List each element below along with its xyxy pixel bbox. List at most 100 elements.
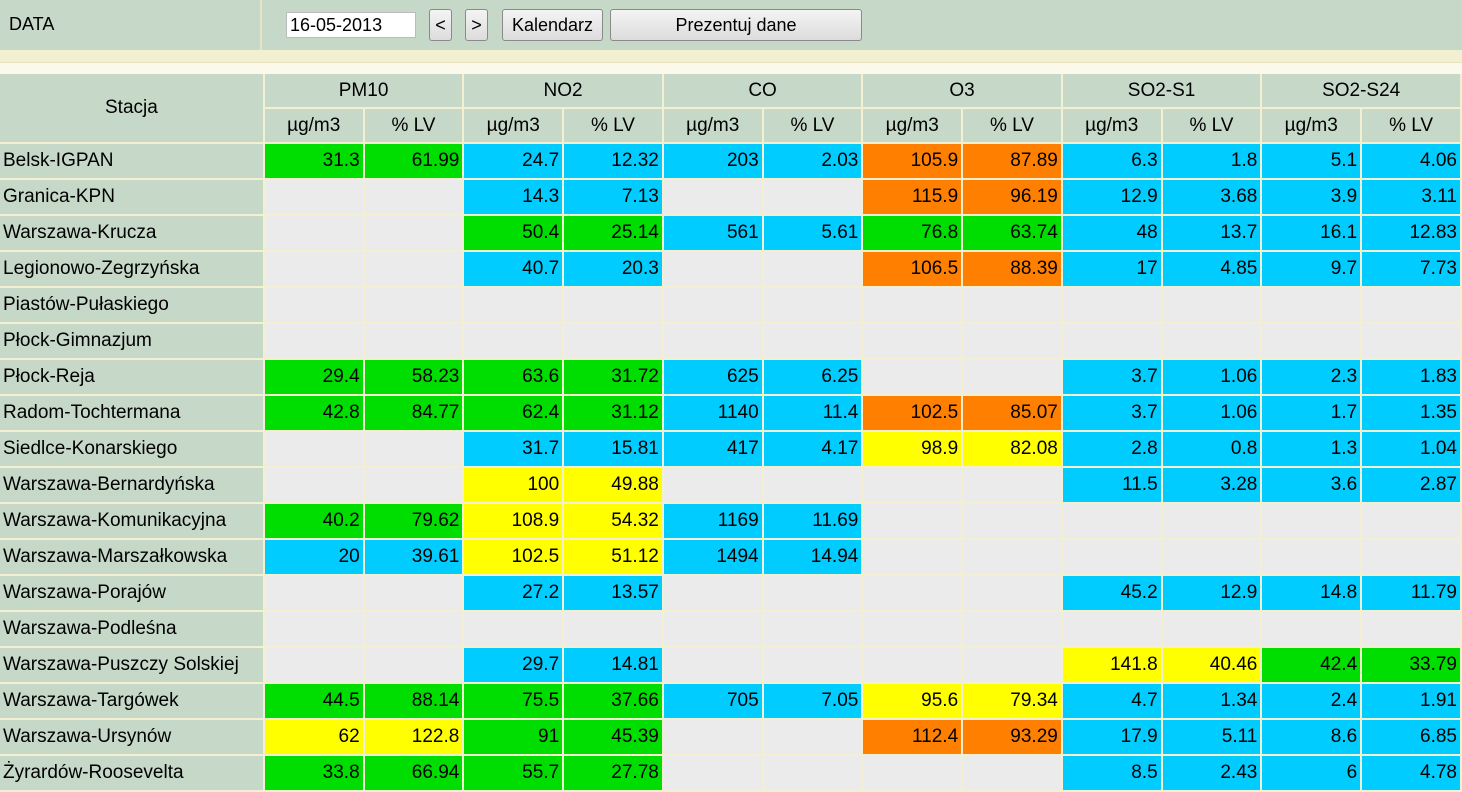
percent-lv-cell — [364, 216, 463, 250]
concentration-cell — [1062, 504, 1161, 538]
concentration-cell — [464, 612, 563, 646]
percent-lv-cell: 3.11 — [1362, 180, 1460, 214]
concentration-cell — [1262, 504, 1361, 538]
concentration-cell: 40.7 — [464, 252, 563, 286]
percent-lv-cell: 58.23 — [364, 360, 463, 394]
percent-lv-cell — [1162, 324, 1261, 358]
percent-lv-cell: 79.62 — [364, 504, 463, 538]
concentration-cell: 1140 — [663, 396, 762, 430]
concentration-cell — [663, 324, 762, 358]
date-input[interactable] — [286, 12, 416, 38]
concentration-cell — [1062, 324, 1161, 358]
concentration-cell — [264, 432, 363, 466]
table-row: Płock-Gimnazjum — [0, 324, 1460, 358]
pollutant-header-co: CO — [663, 74, 862, 107]
station-name: Warszawa-Podleśna — [0, 612, 263, 646]
concentration-cell: 50.4 — [464, 216, 563, 250]
pollutant-header-so2-s24: SO2-S24 — [1262, 74, 1460, 107]
concentration-cell: 31.7 — [464, 432, 563, 466]
percent-lv-cell — [364, 324, 463, 358]
concentration-cell: 33.8 — [264, 756, 363, 790]
concentration-cell: 42.8 — [264, 396, 363, 430]
separator-band — [0, 50, 1462, 62]
percent-lv-cell — [564, 324, 662, 358]
percent-lv-cell: 33.79 — [1362, 648, 1460, 682]
pollutant-header-pm10: PM10 — [264, 74, 463, 107]
table-row: Warszawa-Porajów 27.2 13.57 45.2 12.9 14.8 11.… — [0, 576, 1460, 610]
station-name: Żyrardów-Roosevelta — [0, 756, 263, 790]
percent-lv-cell: 12.32 — [564, 144, 662, 178]
concentration-cell: 625 — [663, 360, 762, 394]
percent-lv-cell: 40.46 — [1162, 648, 1261, 682]
concentration-cell: 42.4 — [1262, 648, 1361, 682]
concentration-cell: 48 — [1062, 216, 1161, 250]
concentration-cell — [863, 288, 962, 322]
percent-lv-cell — [364, 648, 463, 682]
percent-lv-cell: 1.8 — [1162, 144, 1261, 178]
next-day-button[interactable]: > — [465, 9, 488, 41]
concentration-cell: 6 — [1262, 756, 1361, 790]
percent-lv-cell: 1.34 — [1162, 684, 1261, 718]
unit-header-percent-lv: % LV — [364, 109, 463, 142]
percent-lv-cell: 20.3 — [564, 252, 662, 286]
concentration-cell — [1262, 288, 1361, 322]
present-data-button[interactable]: Prezentuj dane — [610, 9, 862, 41]
concentration-cell — [264, 612, 363, 646]
concentration-cell — [663, 612, 762, 646]
percent-lv-cell — [963, 468, 1061, 502]
table-row: Belsk-IGPAN 31.3 61.99 24.7 12.32 203 2.03 105.… — [0, 144, 1460, 178]
station-name: Granica-KPN — [0, 180, 263, 214]
concentration-cell — [863, 648, 962, 682]
concentration-cell — [663, 720, 762, 754]
concentration-cell — [264, 324, 363, 358]
percent-lv-cell — [1362, 612, 1460, 646]
concentration-cell: 14.3 — [464, 180, 563, 214]
toolbar: DATA < > Kalendarz Prezentuj dane — [0, 0, 1462, 50]
calendar-button[interactable]: Kalendarz — [502, 9, 603, 41]
concentration-cell — [863, 576, 962, 610]
station-name: Warszawa-Porajów — [0, 576, 263, 610]
percent-lv-cell: 12.83 — [1362, 216, 1460, 250]
unit-header-percent-lv: % LV — [1362, 109, 1460, 142]
concentration-cell — [264, 180, 363, 214]
concentration-cell — [663, 180, 762, 214]
concentration-cell: 1.7 — [1262, 396, 1361, 430]
table-row: Warszawa-Ursynów 62 122.8 91 45.39 112.4 93.29… — [0, 720, 1460, 754]
station-name: Warszawa-Ursynów — [0, 720, 263, 754]
concentration-cell: 11.5 — [1062, 468, 1161, 502]
unit-header-percent-lv: % LV — [1162, 109, 1261, 142]
concentration-cell: 1.3 — [1262, 432, 1361, 466]
percent-lv-cell — [364, 468, 463, 502]
concentration-cell — [863, 468, 962, 502]
concentration-cell: 17.9 — [1062, 720, 1161, 754]
percent-lv-cell: 39.61 — [364, 540, 463, 574]
unit-header-percent-lv: % LV — [564, 109, 662, 142]
concentration-cell: 17 — [1062, 252, 1161, 286]
percent-lv-cell: 63.74 — [963, 216, 1061, 250]
concentration-cell: 63.6 — [464, 360, 563, 394]
pollutant-header-o3: O3 — [863, 74, 1061, 107]
percent-lv-cell: 45.39 — [564, 720, 662, 754]
percent-lv-cell — [364, 180, 463, 214]
percent-lv-cell — [963, 756, 1061, 790]
percent-lv-cell — [763, 576, 862, 610]
percent-lv-cell — [963, 504, 1061, 538]
concentration-cell — [663, 648, 762, 682]
concentration-cell: 75.5 — [464, 684, 563, 718]
concentration-cell — [1262, 324, 1361, 358]
concentration-cell: 106.5 — [863, 252, 962, 286]
percent-lv-cell: 2.03 — [763, 144, 862, 178]
concentration-cell — [663, 756, 762, 790]
table-row: Żyrardów-Roosevelta 33.8 66.94 55.7 27.78 8.5… — [0, 756, 1460, 790]
table-row: Piastów-Pułaskiego — [0, 288, 1460, 322]
concentration-cell: 203 — [663, 144, 762, 178]
table-row: Płock-Reja 29.4 58.23 63.6 31.72 625 6.25 3.7 1.… — [0, 360, 1460, 394]
percent-lv-cell: 0.8 — [1162, 432, 1261, 466]
previous-day-button[interactable]: < — [429, 9, 452, 41]
percent-lv-cell: 79.34 — [963, 684, 1061, 718]
table-row: Warszawa-Marszałkowska 20 39.61 102.5 51.12 1… — [0, 540, 1460, 574]
measurements-table: Stacja PM10 NO2 CO O3 SO2-S1 SO2-S24 µg/… — [0, 72, 1462, 792]
percent-lv-cell: 11.69 — [763, 504, 862, 538]
concentration-cell: 2.4 — [1262, 684, 1361, 718]
percent-lv-cell: 31.72 — [564, 360, 662, 394]
